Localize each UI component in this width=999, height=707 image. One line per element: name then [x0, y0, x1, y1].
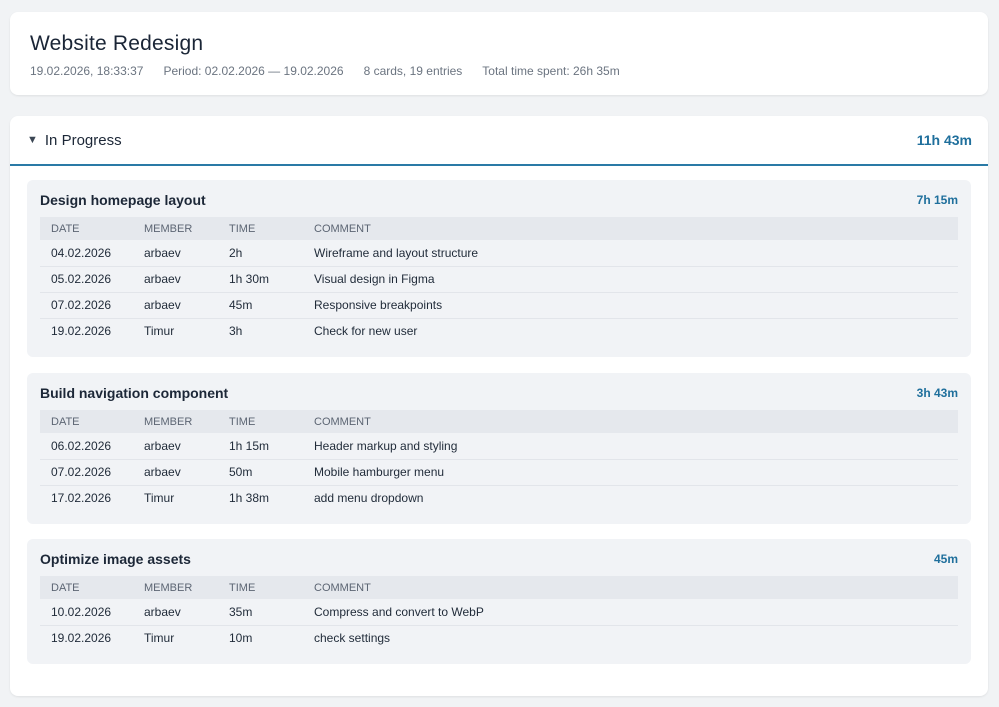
table-header-row: DATE MEMBER TIME COMMENT — [40, 217, 958, 240]
cell: Check for new user — [314, 324, 418, 339]
period: Period: 02.02.2026 — 19.02.2026 — [163, 64, 344, 78]
cell: 10m — [229, 631, 253, 646]
cell: 07.02.2026 — [40, 292, 133, 319]
page-title: Website Redesign — [30, 32, 204, 55]
table-header-row: DATE MEMBER TIME COMMENT — [40, 410, 958, 433]
card-name: Design homepage layout — [40, 192, 206, 208]
card-name: Build navigation component — [40, 385, 229, 401]
column-header: TIME — [218, 217, 303, 240]
total-time: Total time spent: 26h 35m — [482, 64, 620, 78]
card-total: 3h 43m — [916, 386, 958, 400]
cell: 04.02.2026 — [40, 240, 133, 267]
table-row: 19.02.2026 Timur 10m check settings — [40, 625, 958, 651]
section-title: In Progress — [44, 131, 122, 149]
cell: 19.02.2026 — [51, 324, 112, 339]
card-header: Build navigation component 3h 43m — [40, 373, 958, 410]
card-header: Optimize image assets 45m — [40, 539, 958, 576]
entries-table: DATE MEMBER TIME COMMENT 10.02.2026 arbaev 35m… — [40, 576, 958, 651]
counts: 8 cards, 19 entries — [363, 64, 463, 78]
cell: Mobile hamburger menu — [303, 459, 958, 486]
card-name: Optimize image assets — [40, 551, 191, 567]
column-header: TIME — [218, 576, 303, 599]
column-header: COMMENT — [303, 576, 958, 599]
cell: 2h — [218, 240, 303, 267]
report-header: Website Redesign 19.02.2026, 18:33:37 Pe… — [10, 12, 988, 95]
cell: 06.02.2026 — [40, 433, 133, 460]
table-row: 10.02.2026 arbaev 35m Compress and convert … — [40, 599, 958, 626]
cell: 35m — [218, 599, 303, 626]
cell: Compress and convert to WebP — [303, 599, 958, 626]
table-row: 07.02.2026 arbaev 45m Responsive breakpoint… — [40, 292, 958, 319]
cell: 05.02.2026 — [40, 266, 133, 293]
cell: Visual design in Figma — [303, 266, 958, 293]
section-total: 11h 43m — [916, 132, 972, 148]
table-row: 05.02.2026 arbaev 1h 30m Visual design in F… — [40, 266, 958, 293]
column-header: COMMENT — [303, 410, 958, 433]
cell: 45m — [218, 292, 303, 319]
cell: arbaev — [133, 433, 218, 460]
cell: Responsive breakpoints — [303, 292, 958, 319]
cell: arbaev — [133, 240, 218, 267]
cell: Timur — [144, 491, 175, 506]
column-header: COMMENT — [303, 217, 958, 240]
cell: 1h 38m — [229, 491, 270, 506]
report-meta: 19.02.2026, 18:33:37 Period: 02.02.2026 … — [30, 64, 968, 78]
cell: 1h 15m — [218, 433, 303, 460]
cell: 10.02.2026 — [40, 599, 133, 626]
table-row: 04.02.2026 arbaev 2h Wireframe and layout s… — [40, 240, 958, 267]
column-header: MEMBER — [133, 217, 218, 240]
table-row: 17.02.2026 Timur 1h 38m add menu dropdown — [40, 485, 958, 511]
table-header-row: DATE MEMBER TIME COMMENT — [40, 576, 958, 599]
card: Optimize image assets 45m DATE MEMBER TIME CO… — [27, 539, 971, 664]
card-total: 7h 15m — [916, 193, 958, 207]
cell: 17.02.2026 — [51, 491, 112, 506]
cell: check settings — [314, 631, 391, 646]
table-row: 07.02.2026 arbaev 50m Mobile hamburger menu — [40, 459, 958, 486]
table-row: 06.02.2026 arbaev 1h 15m Header markup and … — [40, 433, 958, 460]
table-row: 19.02.2026 Timur 3h Check for new user — [40, 318, 958, 344]
card-total: 45m — [933, 552, 958, 566]
cell: Wireframe and layout structure — [303, 240, 958, 267]
cell: arbaev — [133, 266, 218, 293]
column-header: DATE — [40, 217, 133, 240]
cell: arbaev — [133, 459, 218, 486]
column-header: TIME — [218, 410, 303, 433]
cell: 50m — [218, 459, 303, 486]
cell: Timur — [144, 631, 175, 646]
cell: 3h — [229, 324, 243, 339]
cell: add menu dropdown — [314, 491, 424, 506]
cell: 19.02.2026 — [51, 631, 112, 646]
cell: Timur — [144, 324, 175, 339]
card: Design homepage layout 7h 15m DATE MEMBER TI… — [27, 180, 971, 357]
cell: arbaev — [133, 292, 218, 319]
cell: 07.02.2026 — [40, 459, 133, 486]
entries-table: DATE MEMBER TIME COMMENT 04.02.2026 arbaev 2h W… — [40, 217, 958, 344]
collapse-triangle-icon[interactable]: ▼ — [27, 134, 38, 146]
card-header: Design homepage layout 7h 15m — [40, 180, 958, 217]
column-header: MEMBER — [133, 576, 218, 599]
card: Build navigation component 3h 43m DATE MEMB… — [27, 373, 971, 524]
section-header[interactable]: ▼ In Progress 11h 43m — [10, 116, 988, 166]
cell: 1h 30m — [218, 266, 303, 293]
entries-table: DATE MEMBER TIME COMMENT 06.02.2026 arbaev 1h … — [40, 410, 958, 511]
column-header: MEMBER — [133, 410, 218, 433]
column-header: DATE — [40, 576, 133, 599]
cell: Header markup and styling — [303, 433, 958, 460]
generated-timestamp: 19.02.2026, 18:33:37 — [30, 64, 144, 78]
cell: arbaev — [133, 599, 218, 626]
section-in-progress: ▼ In Progress 11h 43m Design homepage la… — [10, 116, 988, 696]
column-header: DATE — [40, 410, 133, 433]
